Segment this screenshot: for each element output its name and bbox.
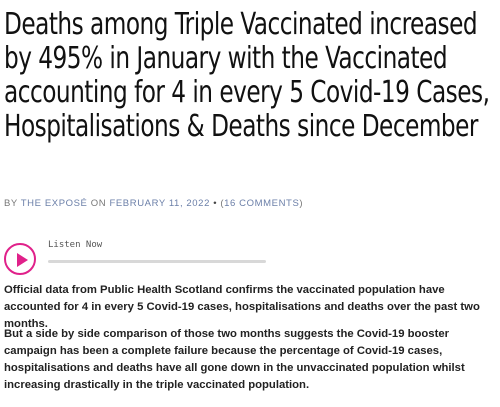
author-link[interactable]: THE EXPOSÉ [20,198,88,209]
comments-link[interactable]: 16 COMMENTS [224,198,300,209]
article-headline: Deaths among Triple Vaccinated increased… [4,7,490,144]
listen-now-label: Listen Now [48,240,103,250]
audio-progress-bar[interactable] [48,260,266,263]
byline-on: ON [90,198,107,209]
play-icon [17,253,28,267]
date-link[interactable]: FEBRUARY 11, 2022 [109,198,210,209]
byline-bullet: • [213,198,218,209]
article: Deaths among Triple Vaccinated increased… [4,0,496,391]
byline-by: BY [4,198,18,209]
comments-open-paren: ( [220,198,225,209]
audio-player: Listen Now [4,240,274,280]
byline: BY THE EXPOSÉ ON FEBRUARY 11, 2022 • (16… [4,198,303,209]
article-paragraph-1: Official data from Public Health Scotlan… [4,284,480,330]
comments-close-paren: ) [299,198,304,209]
article-paragraph-2: But a side by side comparison of those t… [4,328,465,391]
play-button[interactable] [4,243,36,275]
